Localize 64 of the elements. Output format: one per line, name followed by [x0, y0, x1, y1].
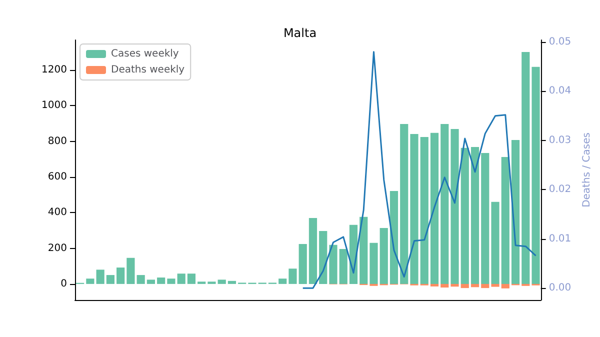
y-tick-label: 200	[48, 242, 67, 254]
bar	[298, 244, 307, 284]
y-tick-label: 600	[48, 171, 67, 182]
y2-tick-label: 0.01	[548, 233, 572, 244]
bar	[288, 268, 297, 284]
y2-tick-label: 0.03	[548, 134, 572, 146]
bar	[501, 156, 510, 284]
bar	[450, 128, 459, 284]
bar	[187, 274, 196, 284]
bar	[440, 284, 449, 288]
y-tick-label: 1200	[42, 64, 67, 76]
bar	[481, 284, 490, 288]
bar	[308, 218, 318, 284]
bar	[511, 140, 520, 284]
bar	[522, 52, 530, 284]
bar	[400, 124, 408, 284]
bar	[390, 191, 398, 284]
chart-title: Malta	[283, 26, 317, 40]
y-tick-label: 800	[48, 136, 67, 147]
bar	[278, 278, 287, 284]
y2-axis-title: Deaths / Cases	[582, 132, 592, 208]
bar	[319, 230, 328, 284]
bar	[157, 278, 166, 284]
y-tick-label: 1000	[42, 100, 67, 112]
bar	[146, 280, 155, 284]
line-series	[302, 51, 537, 289]
bar	[491, 202, 500, 284]
bar	[86, 278, 94, 284]
bar	[218, 280, 226, 284]
bar	[420, 137, 428, 284]
y2-tick-label: 0.02	[548, 184, 572, 196]
y-tick-label: 0	[60, 278, 67, 290]
bar	[470, 284, 480, 288]
bar	[339, 249, 348, 284]
bar	[501, 284, 510, 288]
bar	[116, 268, 125, 284]
legend-label: Cases weekly	[111, 48, 179, 60]
bar	[370, 242, 378, 284]
bar	[167, 278, 176, 284]
bar	[96, 270, 104, 284]
bar	[228, 280, 236, 284]
bar	[360, 216, 368, 284]
bar	[460, 284, 469, 288]
bar	[481, 153, 490, 284]
bar	[136, 275, 145, 284]
bar	[380, 228, 388, 284]
bar	[470, 146, 480, 284]
legend-label: Deaths weekly	[111, 64, 185, 76]
bar	[430, 284, 439, 286]
bar	[491, 284, 500, 287]
bar	[329, 244, 338, 284]
y2-tick-label: 0.00	[548, 282, 572, 294]
bar	[460, 148, 469, 284]
bar	[430, 132, 439, 284]
y-tick-label: 400	[48, 207, 67, 218]
y2-tick-label: 0.04	[548, 86, 572, 97]
bar	[450, 284, 459, 287]
bar	[410, 134, 418, 284]
y2-tick-label: 0.05	[548, 36, 572, 48]
bar	[532, 66, 540, 284]
bar	[126, 258, 135, 284]
bar	[440, 124, 449, 284]
bar	[177, 274, 186, 284]
bar	[106, 275, 114, 284]
